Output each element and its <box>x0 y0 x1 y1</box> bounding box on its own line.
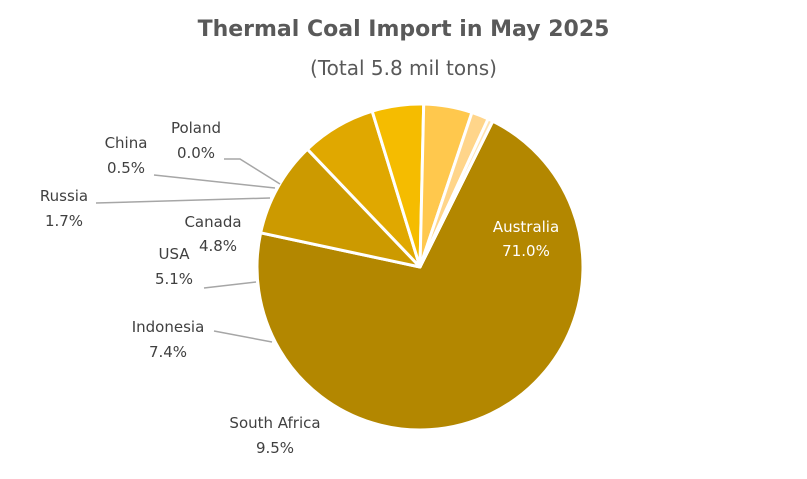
slice-label-south-africa: South Africa <box>229 414 320 432</box>
slice-value-indonesia: 7.4% <box>149 343 187 361</box>
slice-value-usa: 5.1% <box>155 270 193 288</box>
slice-value-canada: 4.8% <box>199 237 237 255</box>
slice-label-australia: Australia <box>493 218 559 236</box>
chart-subtitle: (Total 5.8 mil tons) <box>310 56 497 80</box>
pie-slice-australia <box>255 119 585 432</box>
slice-label-usa: USA <box>158 245 190 263</box>
leader-line-indonesia <box>213 330 273 343</box>
slice-value-south-africa: 9.5% <box>256 439 294 457</box>
pie-slice-south-africa <box>259 147 422 269</box>
slice-label-china: China <box>105 134 148 152</box>
chart-title: Thermal Coal Import in May 2025 <box>197 17 610 42</box>
slice-label-poland: Poland <box>171 119 221 137</box>
slice-value-poland: 0.0% <box>177 144 215 162</box>
slice-label-russia: Russia <box>40 187 88 205</box>
leader-line-china <box>153 174 276 189</box>
slice-value-china: 0.5% <box>107 159 145 177</box>
leader-line-usa <box>203 281 257 289</box>
leader-line-russia <box>95 197 271 204</box>
slice-label-indonesia: Indonesia <box>132 318 205 336</box>
pie-slice-poland <box>418 120 495 268</box>
leader-line-poland <box>224 158 281 185</box>
slice-value-russia: 1.7% <box>45 212 83 230</box>
slice-label-canada: Canada <box>184 213 241 231</box>
slice-value-australia: 71.0% <box>502 242 550 260</box>
